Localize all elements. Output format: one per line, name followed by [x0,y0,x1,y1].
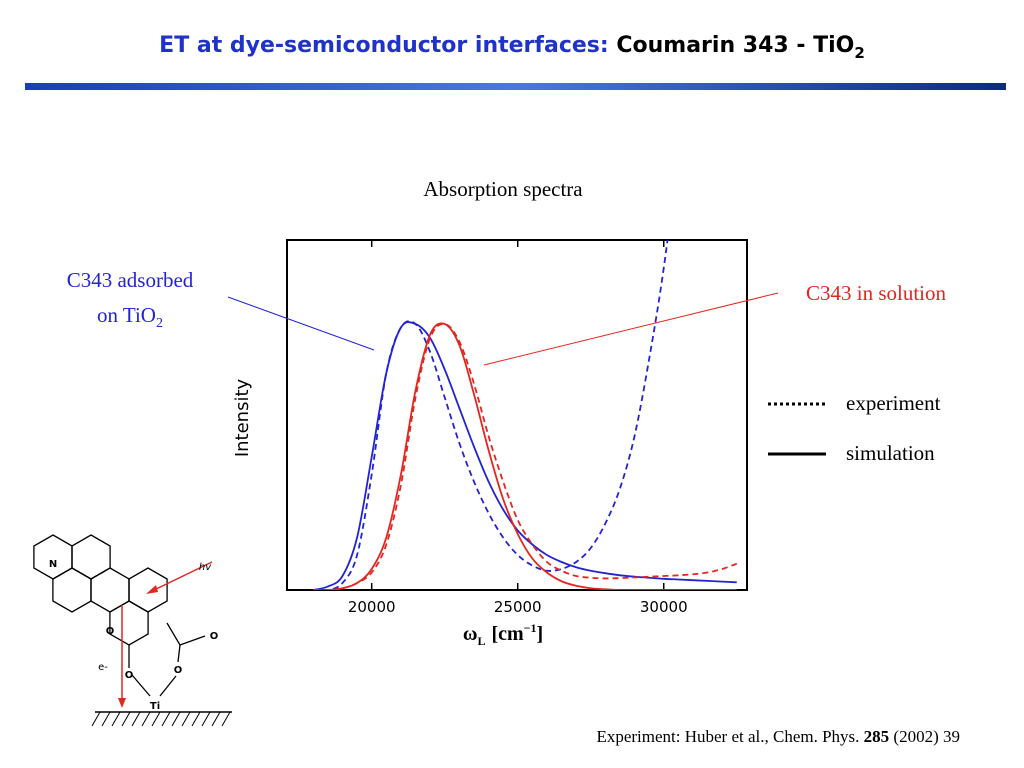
annotation: on TiO2 [97,303,163,331]
molecule-label: e- [98,662,108,673]
bond [159,675,177,697]
bond [131,674,151,697]
molecule-label: O [106,626,115,637]
x-label-sub: L [477,634,485,648]
y-axis-label: Intensity [232,378,253,457]
hatch-line [101,711,111,727]
series-line [313,321,737,590]
hatch-line [141,711,151,727]
annotation-line [483,292,779,366]
molecule-label: Ti [150,701,160,712]
slide-title: ET at dye-semiconductor interfaces: Coum… [159,33,865,62]
x-tick-label: 30000 [640,598,688,616]
annotation: C343 adsorbed [67,268,194,292]
x-axis-label: ωL [cm−1] [463,621,543,648]
x-label-end: ] [537,623,544,645]
bond [179,635,206,646]
ring [128,567,168,613]
hatch-line [221,711,231,727]
citation-text: (2002) 39 [893,727,960,746]
molecule-label: N [49,559,57,570]
series-line [313,240,669,590]
hatch-line [131,711,141,727]
ring [52,567,92,613]
title-part: ET at dye-semiconductor interfaces: [159,33,609,58]
annotation: C343 in solution [806,281,947,305]
bond [177,644,181,663]
legend-label: simulation [846,441,935,465]
hatch-line [111,711,121,727]
bond [166,622,181,646]
x-tick-label: 25000 [494,598,542,616]
x-label-sup: −1 [524,621,537,635]
ring [90,567,130,613]
header-bar [25,83,1006,90]
ring [33,534,73,580]
x-tick-label: 20000 [348,598,396,616]
hatch-line [181,711,191,727]
series-line [313,323,738,590]
ring [71,534,111,580]
molecule-label: O [210,631,219,642]
plot-frame [286,239,748,591]
hatch-line [191,711,201,727]
hatch-line [161,711,171,727]
title-part: Coumarin 343 - TiO [616,33,854,58]
arrowhead [146,585,158,594]
citation: Experiment: Huber et al., Chem. Phys. 28… [596,727,960,746]
hatch-line [151,711,161,727]
molecule-label: O [125,670,134,681]
hatch-line [91,711,101,727]
molecule [33,534,206,697]
x-label-unit: [cm [491,623,524,645]
citation-text: Experiment: Huber et al., Chem. Phys. [596,727,859,746]
ring [109,600,149,646]
molecule-label: O [174,665,183,676]
hatch-line [211,711,221,727]
series-line [313,322,737,590]
x-label-symbol: ω [463,623,478,645]
annotation-line [227,296,375,351]
hatch-line [171,711,181,727]
title-sub: 2 [854,44,864,62]
molecule-label: hv [199,562,212,573]
surface-hatch [91,711,231,727]
hatch-line [121,711,131,727]
light-arrow [149,561,213,593]
hatch-line [201,711,211,727]
annotation-sub: 2 [156,316,163,331]
citation-volume: 285 [864,727,890,746]
chart-title: Absorption spectra [423,177,583,201]
arrowhead [118,698,126,708]
legend-label: experiment [846,391,941,415]
annotation-line: on TiO [97,303,156,327]
